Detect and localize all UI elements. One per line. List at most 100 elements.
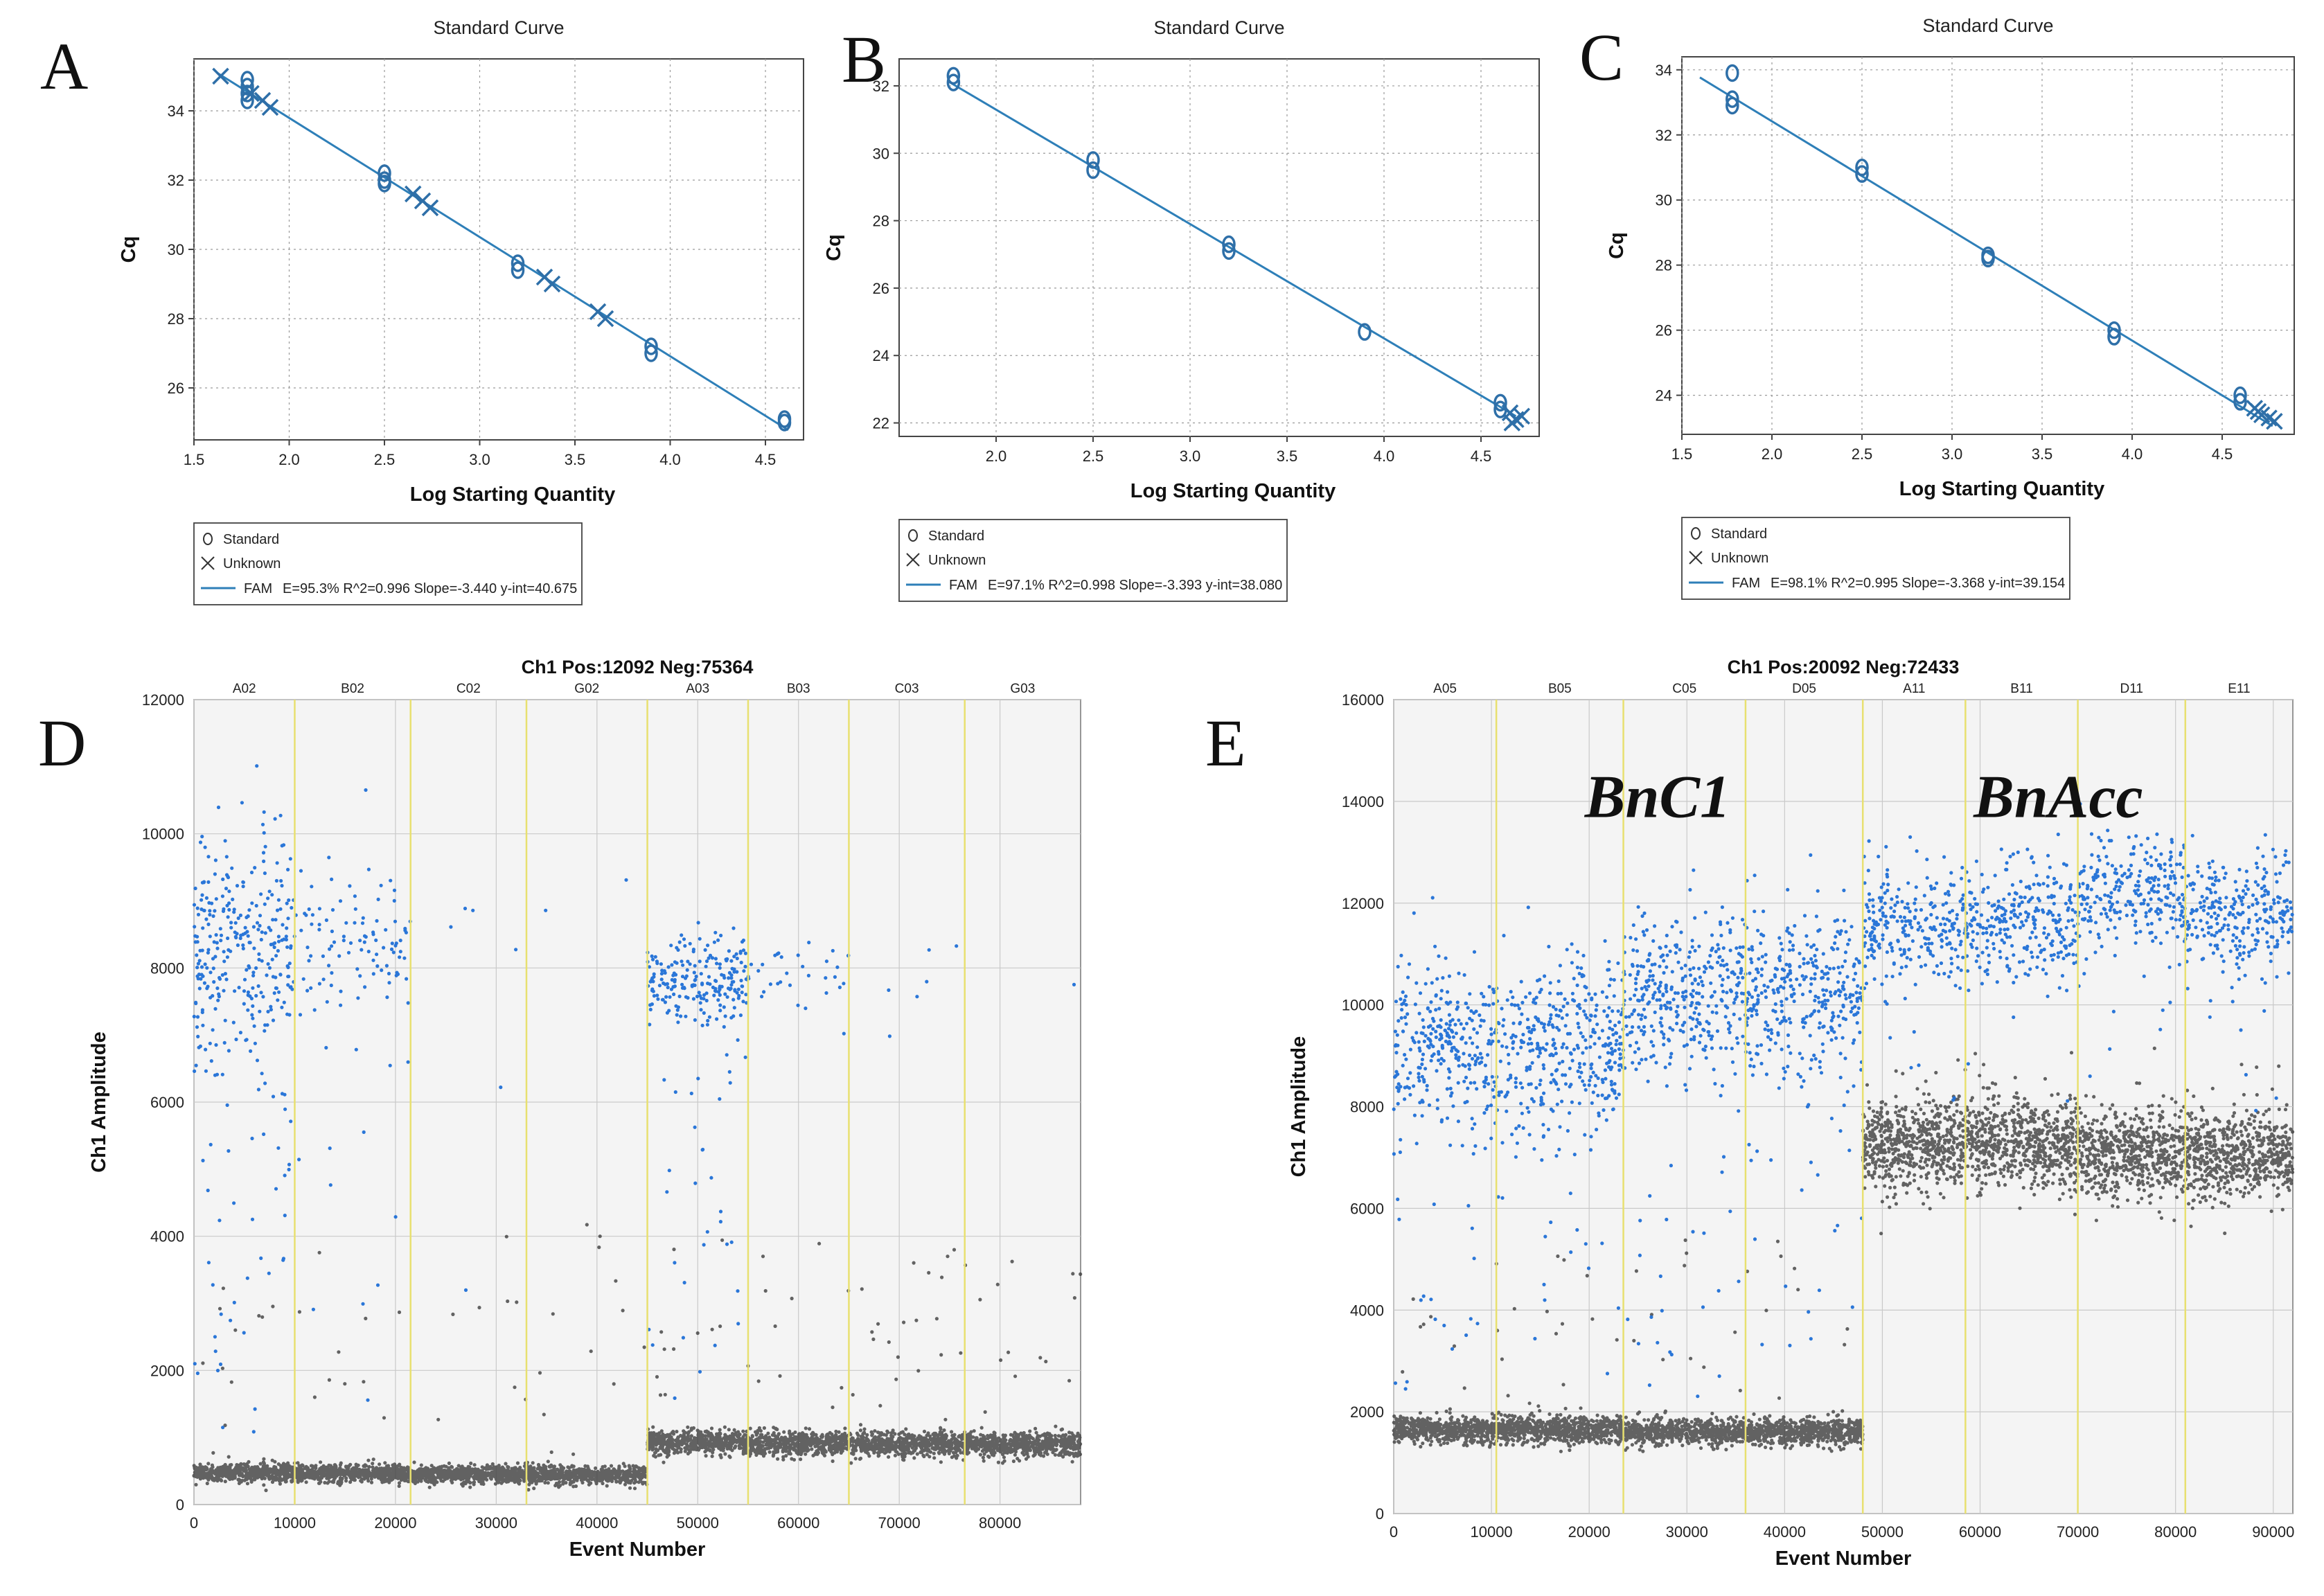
standard-point: [511, 254, 525, 272]
y-tick-label: 28: [1656, 257, 1672, 274]
x-axis-label: Log Starting Quantity: [410, 484, 615, 506]
legend-fit-name: FAM: [244, 581, 272, 596]
y-tick-label: 14000: [1342, 793, 1384, 810]
droplet-panel-d: 0 10000 20000 30000 40000 50000 60000 70000 8000…: [88, 657, 1083, 1561]
legend-fit-stats: E=98.1% R^2=0.995 Slope=-3.368 y-int=39.…: [1771, 576, 2065, 591]
legend-standard-symbol: [203, 533, 213, 545]
y-tick-label: 32: [873, 78, 889, 95]
x-tick-label: 3.0: [1942, 445, 1963, 463]
y-tick-label: 26: [1656, 322, 1672, 339]
standard-point: [1086, 151, 1100, 169]
x-tick-label: 4.0: [659, 451, 681, 468]
y-tick-label: 2000: [1350, 1403, 1384, 1421]
unknown-point: [2249, 402, 2267, 420]
legend-unknown-label: Unknown: [928, 553, 986, 568]
y-tick-label: 10000: [1342, 997, 1384, 1014]
y-tick-label: 30: [1656, 192, 1672, 209]
standard-point: [240, 78, 254, 96]
x-tick-label: 2.0: [278, 451, 300, 468]
x-tick-label: 4.0: [1374, 447, 1395, 465]
well-label: A03: [686, 682, 709, 696]
y-tick-label: 0: [176, 1496, 184, 1514]
well-label: B02: [341, 682, 364, 696]
y-axis-label: Ch1 Amplitude: [88, 1031, 110, 1173]
standard-curve-panel-c: 1.5 2.0 2.5 3.0 3.5 4.0 4.5 24 26 28 30 32 34 Standar…: [1606, 15, 2295, 600]
standard-point: [1493, 393, 1507, 412]
y-tick-label: 4000: [1350, 1302, 1384, 1319]
standard-point: [2107, 321, 2121, 339]
unknown-point: [2266, 412, 2283, 430]
unknown-point-stroke: [421, 199, 439, 217]
well-label: C05: [1672, 682, 1696, 696]
gene-annotation: BnAcc: [1973, 764, 2143, 831]
standard-point: [777, 414, 792, 432]
chart-title: Standard Curve: [1153, 17, 1284, 38]
well-label: E11: [2228, 682, 2250, 696]
unknown-point-stroke: [1513, 407, 1531, 425]
standard-point: [1855, 158, 1869, 177]
standard-point: [378, 175, 391, 193]
standard-point: [1222, 235, 1236, 254]
legend-unknown-symbol: [1689, 551, 1703, 565]
standard-point: [240, 85, 254, 103]
legend-standard-symbol: [1691, 527, 1701, 540]
well-label: A11: [1903, 682, 1925, 696]
standard-point: [511, 261, 525, 279]
x-tick-label: 4.0: [2122, 445, 2143, 463]
legend-fit-name: FAM: [1732, 576, 1760, 591]
standard-point: [1222, 242, 1236, 260]
well-label: A02: [233, 682, 256, 696]
y-tick-label: 24: [1656, 387, 1672, 405]
unknown-point-stroke: [543, 275, 561, 293]
x-tick-label: 2.5: [1083, 447, 1104, 465]
well-label: B03: [787, 682, 810, 696]
standard-point: [644, 344, 658, 362]
x-tick-label: 2.0: [986, 447, 1007, 465]
well-label: B11: [2010, 682, 2032, 696]
x-tick-label: 3.0: [1180, 447, 1201, 465]
legend-standard-symbol: [908, 529, 918, 542]
panel-letter-e: E: [1205, 706, 1246, 780]
standard-point: [644, 337, 658, 355]
standard-point: [378, 164, 391, 182]
legend: Standard Unknown FAM E=97.1% R^2=0.998 Slop…: [898, 519, 1288, 602]
y-tick-label: 8000: [150, 959, 184, 977]
standard-point: [240, 91, 254, 109]
unknown-point: [596, 310, 614, 328]
y-tick-label: 10000: [142, 826, 184, 843]
x-tick-label: 3.5: [2032, 445, 2053, 463]
y-tick-label: 6000: [1350, 1200, 1384, 1217]
x-tick-label: 4.5: [755, 451, 777, 468]
y-tick-label: 22: [873, 415, 889, 432]
plot-area: [898, 58, 1540, 437]
legend-fit-name: FAM: [949, 578, 977, 593]
standard-point: [2107, 328, 2121, 346]
gene-annotation: BnC1: [1584, 764, 1730, 831]
negative-droplets: [192, 1223, 1083, 1493]
unknown-point-stroke: [2260, 409, 2278, 427]
standard-point: [1086, 161, 1100, 179]
y-tick-label: 24: [873, 347, 889, 364]
legend: Standard Unknown FAM E=95.3% R^2=0.996 Slop…: [193, 522, 583, 605]
x-tick-label: 2.5: [374, 451, 396, 468]
y-tick-label: 26: [873, 280, 889, 297]
y-axis-label: Cq: [823, 234, 845, 261]
x-tick-label: 0: [1390, 1523, 1398, 1541]
fit-line: [216, 71, 789, 432]
y-tick-label: 32: [1656, 127, 1672, 144]
legend-box: [193, 522, 583, 605]
y-tick-label: 12000: [1342, 895, 1384, 912]
y-tick-label: 34: [1656, 62, 1672, 79]
x-tick-label: 20000: [374, 1514, 416, 1532]
y-tick-label: 0: [1376, 1505, 1384, 1523]
x-axis-label: Log Starting Quantity: [1130, 480, 1336, 502]
x-axis-label: Event Number: [1775, 1548, 1912, 1570]
x-tick-label: 50000: [1861, 1523, 1904, 1541]
chart-title: Ch1 Pos:12092 Neg:75364: [522, 657, 754, 677]
fit-line: [947, 80, 1517, 418]
x-tick-label: 1.5: [1671, 445, 1693, 463]
unknown-point-stroke: [596, 310, 614, 328]
standard-point: [946, 66, 961, 85]
well-label: B05: [1548, 682, 1572, 696]
